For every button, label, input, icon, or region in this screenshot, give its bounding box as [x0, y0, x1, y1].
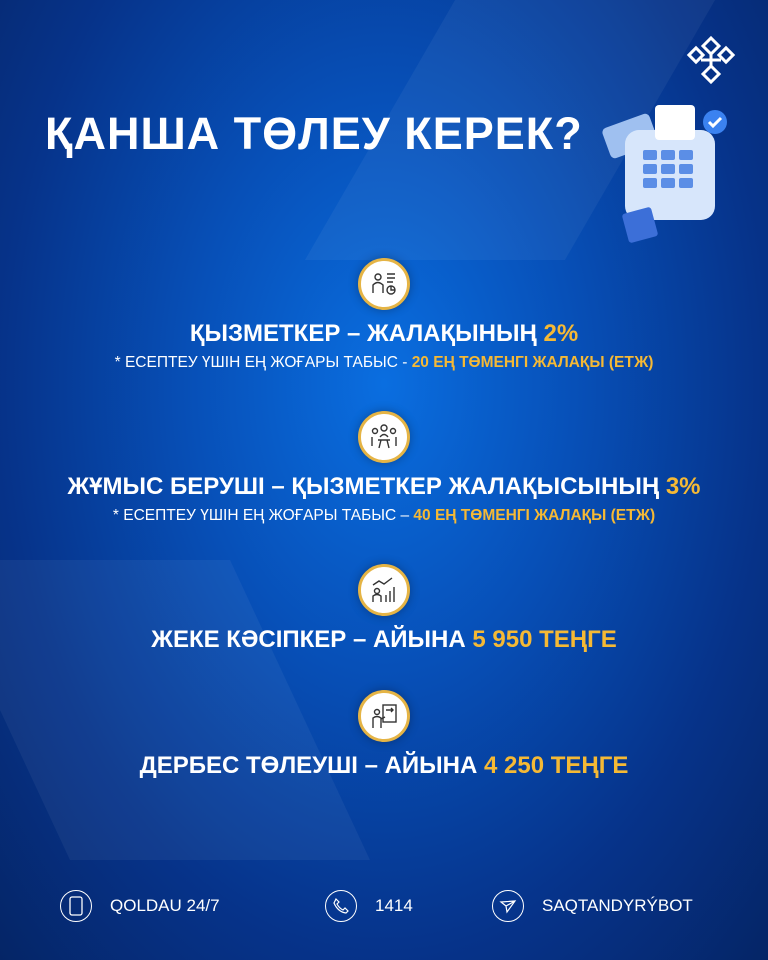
item-heading: ДЕРБЕС ТӨЛЕУШІ – АЙЫНА 4 250 ТЕҢГЕ [139, 752, 629, 779]
support-contact[interactable]: QOLDAU 24/7 [60, 890, 220, 922]
smartphone-icon [60, 890, 92, 922]
phone-icon [325, 890, 357, 922]
item-employee: ҚЫЗМЕТКЕР – ЖАЛАҚЫНЫҢ 2% * ЕСЕПТЕУ ҮШІН … [0, 258, 768, 372]
item-heading: ҚЫЗМЕТКЕР – ЖАЛАҚЫНЫҢ 2% [189, 320, 579, 347]
bot-name: SAQTANDYRÝBOT [542, 896, 693, 915]
meeting-icon [358, 411, 410, 463]
item-heading: ЖЕКЕ КӘСІПКЕР – АЙЫНА 5 950 ТЕҢГЕ [151, 626, 617, 653]
page-title: ҚАНША ТӨЛЕУ КЕРЕК? [45, 108, 583, 159]
payment-terminal-icon [602, 105, 727, 243]
item-note: * ЕСЕПТЕУ ҮШІН ЕҢ ЖОҒАРЫ ТАБЫС - 20 ЕҢ Т… [114, 354, 654, 371]
phone-number: 1414 [375, 896, 413, 915]
employee-chart-icon [358, 258, 410, 310]
item-employer: ЖҰМЫС БЕРУШІ – ҚЫЗМЕТКЕР ЖАЛАҚЫСЫНЫҢ 3% … [0, 411, 768, 525]
telegram-bot-contact[interactable]: SAQTANDYRÝBOT [492, 890, 693, 922]
phone-contact[interactable]: 1414 [325, 890, 413, 922]
footer: QOLDAU 24/7 1414 SAQTANDYRÝBOT [60, 886, 728, 926]
telegram-icon [492, 890, 524, 922]
presenter-icon [358, 690, 410, 742]
support-label: QOLDAU 24/7 [110, 896, 220, 915]
snowflake-logo-icon [686, 35, 736, 85]
business-growth-icon [358, 564, 410, 616]
item-heading: ЖҰМЫС БЕРУШІ – ҚЫЗМЕТКЕР ЖАЛАҚЫСЫНЫҢ 3% [67, 473, 701, 500]
item-entrepreneur: ЖЕКЕ КӘСІПКЕР – АЙЫНА 5 950 ТЕҢГЕ [0, 564, 768, 654]
item-note: * ЕСЕПТЕУ ҮШІН ЕҢ ЖОҒАРЫ ТАБЫС – 40 ЕҢ Т… [112, 507, 656, 524]
item-self-payer: ДЕРБЕС ТӨЛЕУШІ – АЙЫНА 4 250 ТЕҢГЕ [0, 690, 768, 780]
